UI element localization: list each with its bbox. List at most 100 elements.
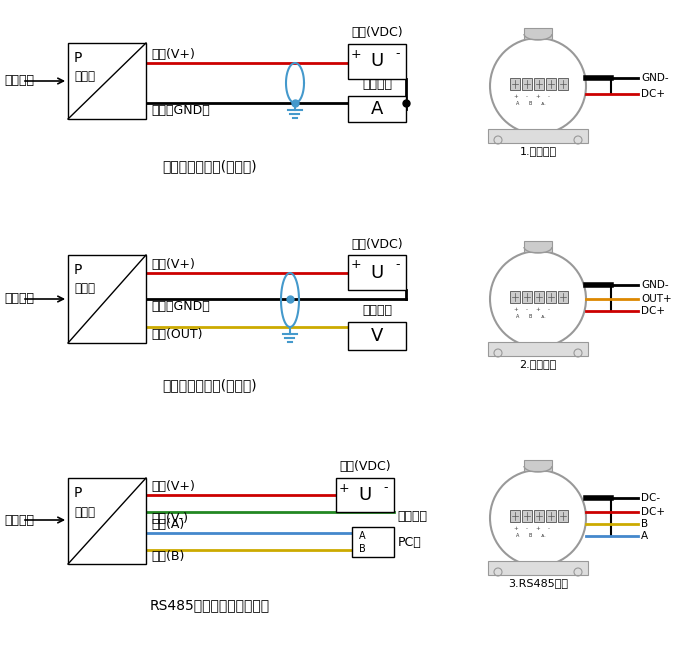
Bar	[68, 255, 146, 343]
Bar	[510, 510, 520, 522]
Text: P: P	[74, 51, 83, 65]
Text: 1.电流输出: 1.电流输出	[519, 146, 557, 156]
Text: -: -	[396, 259, 400, 271]
Bar	[522, 291, 532, 303]
Text: 液位输入: 液位输入	[4, 75, 34, 87]
Text: 红线(V+): 红线(V+)	[151, 259, 195, 271]
Bar	[68, 478, 146, 564]
Text: -: -	[548, 307, 550, 312]
Bar	[348, 255, 406, 290]
Text: B: B	[528, 101, 532, 106]
Text: GND-: GND-	[641, 280, 668, 290]
Text: DC+: DC+	[641, 89, 665, 99]
Bar	[534, 291, 544, 303]
Bar	[348, 96, 406, 122]
Text: 电源(VDC): 电源(VDC)	[351, 237, 403, 251]
Text: V: V	[371, 327, 383, 345]
Text: RS485数字信号输出接线图: RS485数字信号输出接线图	[150, 598, 270, 612]
Bar	[558, 78, 568, 90]
Text: +: +	[536, 94, 541, 99]
Text: 黄线(OUT): 黄线(OUT)	[151, 327, 203, 341]
Text: +: +	[514, 526, 518, 531]
Text: A: A	[359, 531, 365, 541]
Bar	[68, 43, 146, 119]
Text: 黑线（GND）: 黑线（GND）	[151, 300, 210, 312]
Bar	[352, 527, 394, 557]
Text: B: B	[528, 314, 532, 319]
Bar	[534, 510, 544, 522]
Bar	[348, 44, 406, 79]
Bar	[488, 129, 588, 143]
Text: 采集设备: 采集设备	[397, 509, 427, 523]
Text: 绿线(V-): 绿线(V-)	[151, 513, 188, 526]
Bar	[336, 478, 394, 512]
Text: 2.电压输出: 2.电压输出	[519, 359, 557, 369]
Text: -: -	[548, 526, 550, 531]
Bar	[524, 241, 552, 252]
Text: DC+: DC+	[641, 507, 665, 517]
Text: B: B	[641, 519, 648, 529]
Bar	[546, 78, 556, 90]
Text: GND-: GND-	[641, 73, 668, 83]
Bar	[348, 322, 406, 350]
Text: U: U	[358, 486, 371, 504]
Bar	[522, 78, 532, 90]
Text: -: -	[548, 94, 550, 99]
Text: 液位输入: 液位输入	[4, 292, 34, 306]
Text: 变送器: 变送器	[74, 71, 95, 83]
Text: +: +	[536, 526, 541, 531]
Text: 采集设备: 采集设备	[362, 79, 392, 91]
Text: A: A	[516, 314, 520, 319]
Text: 电压输出接线图(三线制): 电压输出接线图(三线制)	[162, 378, 257, 392]
Bar	[488, 561, 588, 575]
Text: P: P	[74, 263, 83, 277]
Bar	[534, 78, 544, 90]
Text: A: A	[641, 531, 648, 541]
Text: DC+: DC+	[641, 306, 665, 316]
Text: U: U	[371, 263, 384, 282]
Text: -: -	[384, 482, 388, 495]
Bar	[524, 460, 552, 471]
Text: +: +	[514, 94, 518, 99]
Bar	[510, 291, 520, 303]
Bar	[558, 291, 568, 303]
Bar	[546, 510, 556, 522]
Text: 黑线（GND）: 黑线（GND）	[151, 103, 210, 116]
Text: -: -	[526, 526, 528, 531]
Text: 黄线(B): 黄线(B)	[151, 550, 185, 564]
Bar	[524, 28, 552, 39]
Bar	[558, 510, 568, 522]
Text: 电流输出接线图(两线制): 电流输出接线图(两线制)	[162, 159, 257, 173]
Text: 采集设备: 采集设备	[362, 304, 392, 317]
Text: 电源(VDC): 电源(VDC)	[351, 26, 403, 40]
Text: 蓝线(A): 蓝线(A)	[151, 519, 184, 532]
Text: B: B	[359, 544, 365, 554]
Text: -: -	[526, 94, 528, 99]
Text: -A-: -A-	[541, 102, 547, 106]
Text: 红线(V+): 红线(V+)	[151, 480, 195, 493]
Text: OUT+: OUT+	[641, 294, 672, 304]
Bar	[510, 78, 520, 90]
Text: PC机: PC机	[398, 536, 422, 548]
Text: -: -	[396, 48, 400, 60]
Text: +: +	[536, 307, 541, 312]
Text: +: +	[350, 259, 362, 271]
Text: 3.RS485输出: 3.RS485输出	[508, 578, 568, 588]
Text: +: +	[350, 48, 362, 60]
Text: A: A	[516, 533, 520, 538]
Text: +: +	[514, 307, 518, 312]
Text: U: U	[371, 52, 384, 71]
Bar	[522, 510, 532, 522]
Text: -A-: -A-	[541, 534, 547, 538]
Text: 变送器: 变送器	[74, 282, 95, 296]
Text: P: P	[74, 486, 83, 500]
Text: DC-: DC-	[641, 493, 660, 503]
Text: 红线(V+): 红线(V+)	[151, 48, 195, 62]
Text: -A-: -A-	[541, 315, 547, 319]
Text: A: A	[516, 101, 520, 106]
Bar	[546, 291, 556, 303]
Text: +: +	[339, 482, 349, 495]
Text: -: -	[526, 307, 528, 312]
Text: 电源(VDC): 电源(VDC)	[339, 460, 391, 474]
Bar	[488, 342, 588, 356]
